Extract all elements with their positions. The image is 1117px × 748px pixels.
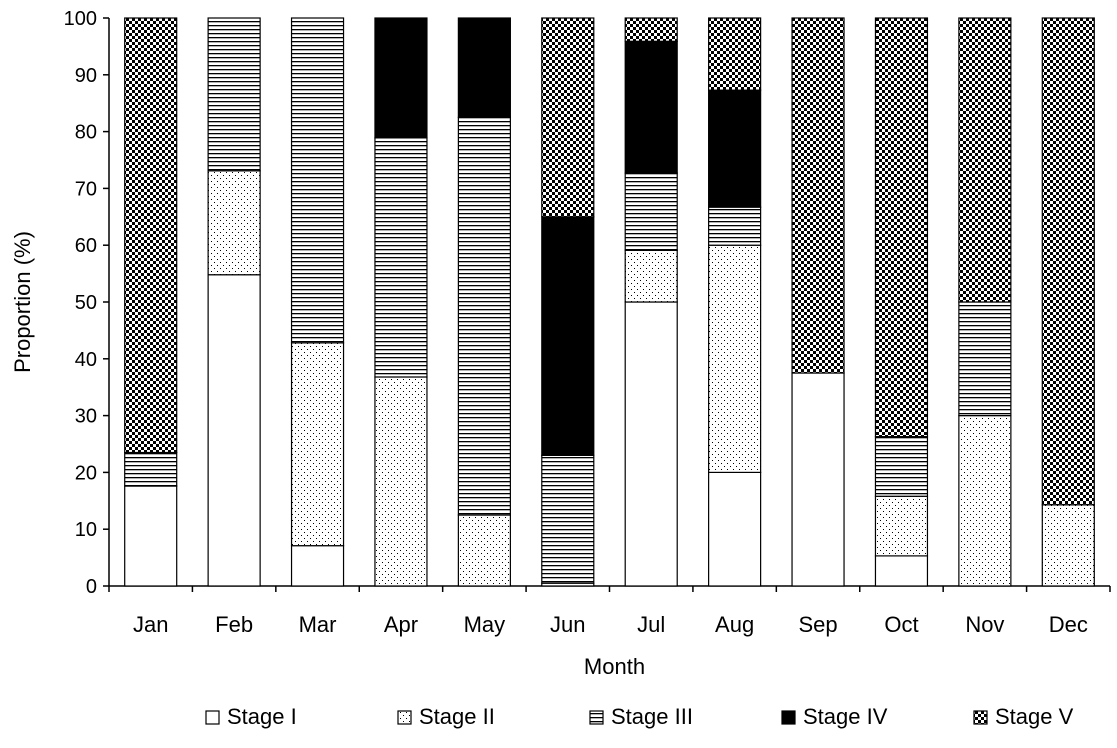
bar-segment xyxy=(874,17,929,438)
y-tick-label: 50 xyxy=(75,292,97,314)
bar-segment xyxy=(874,495,929,557)
legend-swatch xyxy=(589,710,604,725)
bar-segment xyxy=(624,301,678,587)
bar-segment xyxy=(290,342,345,547)
bar-segment xyxy=(457,17,511,119)
bar-segment xyxy=(624,172,678,251)
legend-label: Stage II xyxy=(419,704,495,729)
x-tick-label: Aug xyxy=(715,612,754,637)
legend: Stage I Stage II Stage III Stage IV Stage V xyxy=(205,704,1074,729)
bar-segment xyxy=(708,244,762,473)
bar-segment xyxy=(290,17,345,344)
bar-segment xyxy=(1041,17,1095,506)
bar-segment xyxy=(290,545,345,587)
x-tick-label: Jul xyxy=(637,612,665,637)
bar-segment xyxy=(708,89,762,208)
x-tick-label: Oct xyxy=(884,612,918,637)
bars xyxy=(124,17,1095,587)
x-tick-label: Dec xyxy=(1049,612,1088,637)
bar-segment xyxy=(207,274,261,587)
bar-segment xyxy=(708,17,762,91)
y-tick-label: 70 xyxy=(75,178,97,200)
legend-label: Stage III xyxy=(611,704,693,729)
bar-segment xyxy=(791,17,845,374)
bar-segment xyxy=(374,376,428,587)
x-tick-label: Nov xyxy=(965,612,1004,637)
legend-label: Stage IV xyxy=(803,704,888,729)
bar-segment xyxy=(457,116,511,516)
bar-segment xyxy=(541,17,595,218)
bar-segment xyxy=(791,372,845,587)
axes: 0 10 20 30 40 50 60 70 80 90 100 Jan Feb Mar Apr May Jun… xyxy=(64,8,1111,637)
bar-segment xyxy=(1041,504,1095,587)
bar-segment xyxy=(624,17,678,42)
bar-segment xyxy=(207,170,261,276)
bar-segment xyxy=(457,514,511,587)
x-tick-label: Sep xyxy=(798,612,837,637)
x-tick-label: May xyxy=(464,612,506,637)
legend-swatch xyxy=(973,710,988,725)
x-tick-label: Feb xyxy=(215,612,253,637)
x-tick-label: Mar xyxy=(299,612,337,637)
bar-segment xyxy=(124,17,178,454)
bar-segment xyxy=(874,555,929,587)
bar-segment xyxy=(207,17,261,172)
bar-segment xyxy=(374,137,428,378)
y-tick-label: 80 xyxy=(75,122,97,144)
legend-swatch xyxy=(397,710,412,725)
legend-label: Stage I xyxy=(227,704,297,729)
y-tick-label: 0 xyxy=(86,576,97,598)
bar-segment xyxy=(541,216,595,456)
bar-segment xyxy=(708,206,762,246)
x-tick-label: Jan xyxy=(133,612,168,637)
bar-segment xyxy=(374,17,428,139)
y-tick-label: 90 xyxy=(75,65,97,87)
legend-swatch xyxy=(781,710,796,725)
bar-segment xyxy=(624,249,678,303)
y-tick-label: 10 xyxy=(75,519,97,541)
x-axis-label: Month xyxy=(584,654,645,679)
bar-segment xyxy=(124,485,178,587)
y-tick-label: 40 xyxy=(75,349,97,371)
y-tick-label: 60 xyxy=(75,235,97,257)
bar-segment xyxy=(541,454,595,584)
x-tick-label: Jun xyxy=(550,612,585,637)
bar-segment xyxy=(958,17,1012,303)
bar-segment xyxy=(124,451,178,487)
y-tick-label: 100 xyxy=(64,8,97,30)
bar-segment xyxy=(624,40,678,174)
y-tick-label: 30 xyxy=(75,406,97,428)
legend-label: Stage V xyxy=(995,704,1074,729)
legend-swatch xyxy=(205,710,220,725)
axis-labels: Proportion (%) Month xyxy=(10,231,645,679)
bar-segment xyxy=(958,301,1012,417)
y-tick-label: 20 xyxy=(75,462,97,484)
bar-segment xyxy=(874,436,929,497)
bar-segment xyxy=(958,415,1012,587)
bar-segment xyxy=(708,471,762,587)
x-tick-label: Apr xyxy=(384,612,418,637)
y-axis-label: Proportion (%) xyxy=(10,231,35,373)
